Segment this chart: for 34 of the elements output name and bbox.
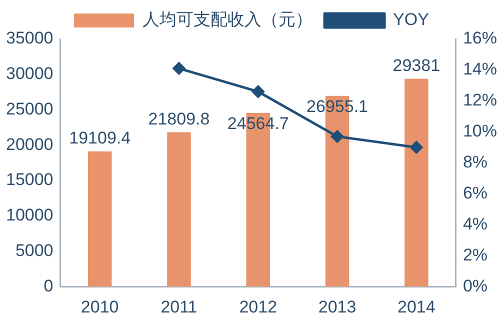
bar bbox=[167, 132, 191, 287]
legend-label: 人均可支配收入（元） bbox=[142, 10, 313, 30]
point bbox=[252, 85, 264, 98]
y-tick-label: 15000 bbox=[6, 170, 54, 190]
bar bbox=[404, 78, 428, 287]
y2-tick-label: 0% bbox=[462, 276, 488, 296]
y2-tick-label: 10% bbox=[462, 122, 498, 141]
y-tick-label: 35000 bbox=[6, 28, 54, 48]
y-tick-label: 10000 bbox=[6, 206, 54, 225]
y2-tick-label: 14% bbox=[462, 60, 498, 79]
x-tick-label: 2012 bbox=[239, 297, 278, 316]
x-tick-label: 2010 bbox=[80, 297, 119, 316]
y2-tick-label: 2% bbox=[462, 245, 488, 264]
data-label: 21809.8 bbox=[148, 110, 210, 128]
legend-label: YOY bbox=[393, 10, 429, 30]
x-tick-label: 2013 bbox=[318, 297, 356, 316]
y2-tick-label: 16% bbox=[462, 28, 498, 48]
y-tick-label: 0 bbox=[44, 276, 54, 296]
x-tick-label: 2011 bbox=[160, 297, 198, 316]
y-tick-label: 30000 bbox=[6, 64, 54, 84]
data-label: 19109.4 bbox=[69, 128, 131, 148]
bar bbox=[88, 151, 112, 287]
y-tick-label: 20000 bbox=[6, 134, 54, 154]
point bbox=[410, 141, 423, 154]
y-tick-label: 25000 bbox=[6, 99, 54, 118]
point bbox=[331, 130, 344, 143]
point bbox=[172, 62, 186, 75]
y2-tick-label: 12% bbox=[462, 90, 498, 110]
data-label: 29381 bbox=[392, 56, 440, 75]
y2-tick-label: 4% bbox=[462, 214, 488, 234]
y2-tick-label: 6% bbox=[462, 183, 488, 202]
y2-tick-label: 8% bbox=[462, 152, 488, 172]
y-tick-label: 5000 bbox=[15, 240, 54, 260]
x-tick-label: 2014 bbox=[397, 297, 436, 316]
